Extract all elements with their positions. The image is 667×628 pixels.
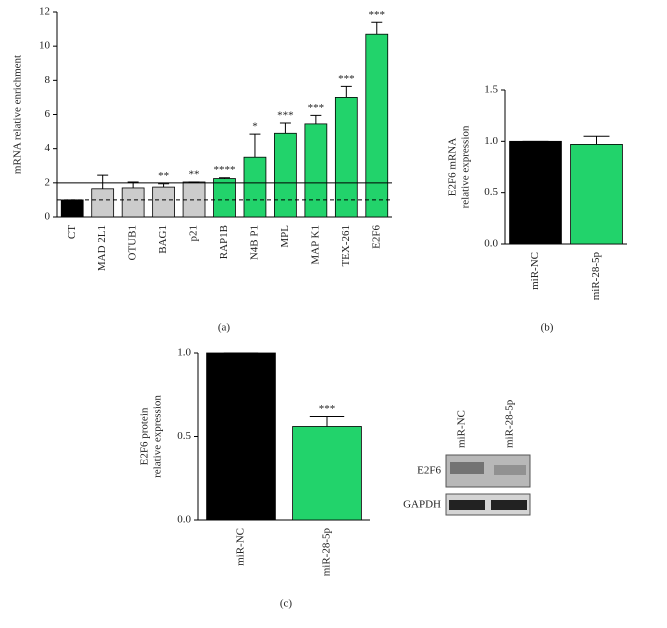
y-axis-label: E2F6 mRNA [447,138,459,196]
blot-band [494,465,526,475]
error-bar [97,174,109,189]
panel-label: (b) [541,322,554,334]
error-bar [310,114,322,124]
error-bar [279,122,291,134]
bar [292,426,362,521]
significance-label: *** [319,403,336,415]
error-bar [340,85,352,98]
bar [152,186,175,218]
y-tick-label: 12 [39,6,50,18]
significance-label: ** [158,170,169,182]
bar [274,132,297,218]
significance-label: * [252,121,258,133]
western-blot [445,454,531,516]
panel-label: (a) [218,322,231,334]
bar [60,199,84,218]
bar [304,123,328,218]
error-bar [371,21,383,35]
x-tick-label: p21 [188,225,200,242]
x-tick-label: miR-NC [529,252,541,290]
bar [206,352,276,521]
x-tick-label: OTUB1 [127,225,139,260]
panel-label: (c) [280,598,293,610]
y-tick-label: 10 [39,40,51,52]
y-tick-label: 0.5 [484,186,498,198]
bar [509,140,562,245]
significance-label: ** [189,169,200,181]
y-axis-label: mRNA relative enrichment [12,55,24,174]
bar [334,97,358,218]
bar [91,188,115,218]
error-bar [583,135,610,145]
y-tick-label: 8 [45,74,51,86]
blot-band [450,462,484,474]
error-bar [158,183,170,188]
y-tick-label: 0 [45,211,51,223]
error-bar [309,415,345,427]
bar [213,178,236,218]
y-tick-label: 1.0 [177,347,191,359]
x-tick-label: BAG1 [157,225,169,254]
significance-label: *** [308,102,325,114]
y-tick-label: 4 [45,142,51,154]
error-bar [219,177,230,179]
row-label: E2F6 [417,465,441,477]
bar [243,156,267,218]
y-tick-label: 0.5 [177,430,191,442]
y-axis-label: relative expression [460,125,472,208]
x-tick-label: E2F6 [370,225,382,249]
significance-label: *** [277,110,294,122]
y-tick-label: 0.0 [177,514,191,526]
significance-label: *** [369,9,386,21]
y-tick-label: 2 [45,176,51,188]
x-tick-label: TEX-261 [340,225,352,267]
x-tick-label: miR-28-5p [590,252,602,301]
significance-label: **** [214,164,236,176]
lane-label: miR-28-5p [504,399,516,448]
y-axis-label: relative expression [152,395,164,478]
x-tick-label: MPL [279,225,291,248]
y-axis-label: E2F6 protein [139,407,151,465]
y-tick-label: 6 [45,108,51,120]
y-tick-label: 0.0 [484,238,498,250]
error-bar [249,133,261,158]
blot-band [491,500,527,510]
x-tick-label: CT [66,225,78,239]
x-tick-label: RAP1B [218,225,230,259]
x-tick-label: miR-NC [235,528,247,566]
x-tick-label: MAP K1 [309,225,321,265]
row-label: GAPDH [403,499,441,511]
lane-label: miR-NC [456,410,468,448]
x-tick-label: N4B P1 [248,225,260,260]
blot-band [449,500,485,510]
x-tick-label: MAD 2L1 [96,225,108,271]
bar [570,144,623,245]
y-tick-label: 1.0 [484,135,498,147]
x-tick-label: miR-28-5p [321,528,333,577]
y-tick-label: 1.5 [484,84,498,96]
bar [121,187,145,218]
bar [365,33,389,218]
significance-label: *** [338,73,355,85]
